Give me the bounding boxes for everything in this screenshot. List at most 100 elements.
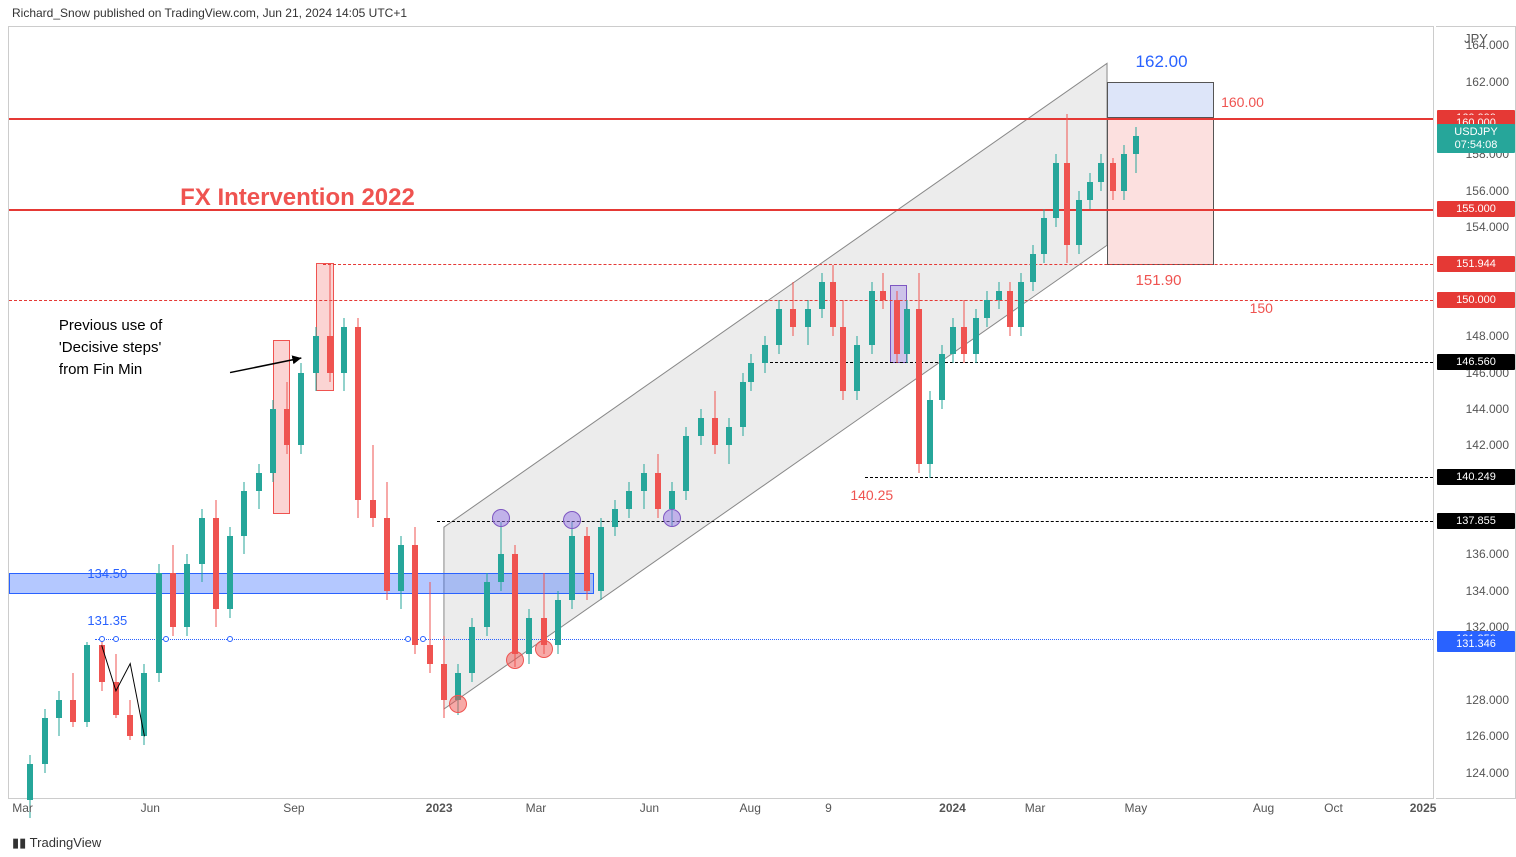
price-tick: 134.000 xyxy=(1466,584,1509,598)
candle xyxy=(213,500,219,627)
text-annotation: FX Intervention 2022 xyxy=(180,184,415,212)
candle xyxy=(740,373,746,437)
candle xyxy=(555,591,561,655)
candle xyxy=(1121,145,1127,200)
price-tick: 142.000 xyxy=(1466,438,1509,452)
candle xyxy=(961,300,967,364)
candle xyxy=(569,522,575,609)
candle xyxy=(830,265,836,336)
horizontal-line xyxy=(765,362,1433,363)
price-axis[interactable]: JPY 164.000162.000160.000158.000156.0001… xyxy=(1436,26,1516,799)
candle xyxy=(726,418,732,463)
dot-marker xyxy=(163,636,169,642)
candle xyxy=(398,536,404,609)
marker-circle xyxy=(506,651,524,669)
price-tick: 162.000 xyxy=(1466,75,1509,89)
candle xyxy=(156,564,162,682)
candle xyxy=(939,345,945,409)
candle xyxy=(927,391,933,478)
candle xyxy=(441,636,447,718)
candle xyxy=(1110,158,1116,200)
candle xyxy=(227,527,233,618)
candle xyxy=(748,354,754,390)
horizontal-line xyxy=(9,118,1433,120)
candle xyxy=(170,545,176,636)
text-annotation: 151.90 xyxy=(1136,272,1182,289)
time-tick: May xyxy=(1125,801,1148,815)
price-tag: 151.944 xyxy=(1437,256,1515,272)
price-tick: 148.000 xyxy=(1466,329,1509,343)
marker-circle xyxy=(563,511,581,529)
price-tick: 136.000 xyxy=(1466,547,1509,561)
candle xyxy=(1133,127,1139,172)
price-tick: 126.000 xyxy=(1466,729,1509,743)
candle xyxy=(1018,273,1024,337)
price-tick: 154.000 xyxy=(1466,220,1509,234)
candle xyxy=(298,363,304,454)
marker-circle xyxy=(449,695,467,713)
candle xyxy=(854,336,860,400)
dot-marker xyxy=(420,636,426,642)
candle xyxy=(241,482,247,555)
candle xyxy=(370,445,376,527)
price-tick: 164.000 xyxy=(1466,38,1509,52)
time-axis[interactable]: MarJunSep2023MarJunAug92024MarMayAugOct2… xyxy=(8,799,1434,819)
text-annotation: 140.25 xyxy=(850,487,893,503)
candle xyxy=(950,318,956,363)
price-tag: 146.560 xyxy=(1437,354,1515,370)
candle xyxy=(984,291,990,327)
candle xyxy=(584,527,590,600)
text-annotation: 162.00 xyxy=(1136,52,1188,72)
text-annotation: 134.50 xyxy=(87,566,127,581)
regression-channel xyxy=(9,27,1435,800)
marker-circle xyxy=(492,509,510,527)
candle xyxy=(996,282,1002,309)
text-annotation: from Fin Min xyxy=(59,361,142,378)
horizontal-line xyxy=(323,264,1433,265)
tradingview-logo: ▮▮ TradingView xyxy=(12,835,101,851)
price-tick: 124.000 xyxy=(1466,766,1509,780)
candle xyxy=(973,309,979,364)
time-tick: Aug xyxy=(740,801,761,815)
candle xyxy=(1087,173,1093,209)
candle xyxy=(1076,191,1082,255)
publish-header: Richard_Snow published on TradingView.co… xyxy=(12,6,407,20)
chart-area[interactable]: FX Intervention 2022 Previous use of 'Deci… xyxy=(8,26,1434,799)
text-annotation: 131.35 xyxy=(87,613,127,628)
candle xyxy=(484,573,490,637)
candle xyxy=(698,409,704,445)
candle xyxy=(199,509,205,582)
candle xyxy=(526,609,532,664)
marker-circle xyxy=(535,640,553,658)
candle xyxy=(776,300,782,355)
candle xyxy=(70,673,76,728)
candle xyxy=(869,282,875,355)
candle xyxy=(894,291,900,364)
price-tag: 155.000 xyxy=(1437,201,1515,217)
time-tick: Sep xyxy=(283,801,304,815)
candle xyxy=(626,482,632,518)
candle xyxy=(712,391,718,455)
text-annotation: 'Decisive steps' xyxy=(59,339,161,356)
candle xyxy=(498,522,504,591)
candle xyxy=(99,638,105,691)
time-tick: 2025 xyxy=(1410,801,1437,815)
candle xyxy=(904,300,910,364)
price-tick: 144.000 xyxy=(1466,402,1509,416)
candle xyxy=(790,282,796,337)
candle xyxy=(412,527,418,654)
text-annotation: Previous use of xyxy=(59,317,162,334)
price-tick: 128.000 xyxy=(1466,693,1509,707)
horizontal-line xyxy=(95,639,1433,640)
candle xyxy=(313,327,319,391)
text-annotation: 150 xyxy=(1250,300,1273,316)
candle xyxy=(1041,209,1047,264)
price-tag: 137.855 xyxy=(1437,513,1515,529)
candle xyxy=(384,482,390,600)
candle xyxy=(840,300,846,400)
time-tick: 2024 xyxy=(939,801,966,815)
candle xyxy=(1053,154,1059,227)
candle xyxy=(655,454,661,518)
time-tick: 9 xyxy=(825,801,832,815)
time-tick: Mar xyxy=(526,801,547,815)
